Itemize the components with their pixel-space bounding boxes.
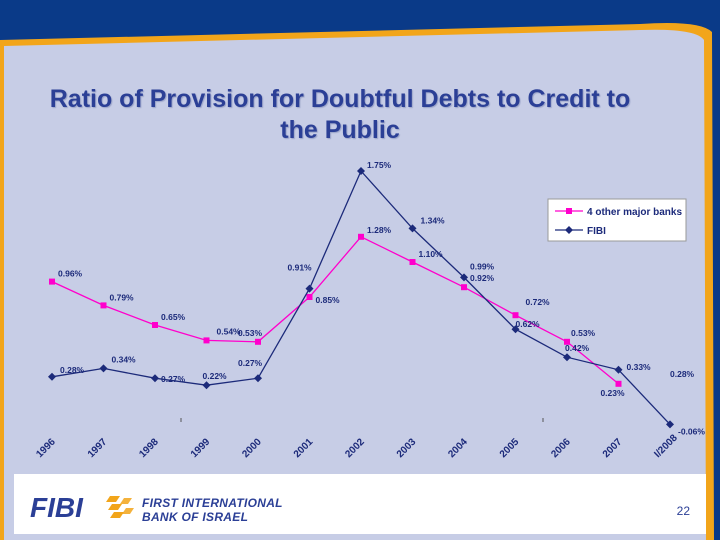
x-tick-label-1996: 1996: [34, 436, 58, 460]
data-label-major-1997: 0.79%: [110, 292, 135, 302]
data-label-fibi-2000: 0.27%: [238, 358, 263, 368]
point-major-2003: [409, 259, 416, 265]
data-label-major-2006: 0.53%: [571, 328, 596, 338]
point-major-1997: [100, 302, 107, 309]
x-tick-label-2007: 2007: [601, 436, 625, 460]
footer-background: [14, 474, 706, 534]
x-tick-label-2005: 2005: [498, 436, 522, 460]
x-tick-label-2003: 2003: [395, 436, 419, 460]
x-tick-label-2002: 2002: [343, 436, 367, 460]
data-label-major-2002: 1.28%: [367, 225, 392, 235]
point-fibi-2000: [254, 374, 262, 383]
slide-background: [4, 29, 706, 540]
point-major-1996: [49, 278, 55, 285]
point-fibi-1996: [48, 372, 56, 381]
legend-box: [547, 198, 687, 242]
x-tick-label-2006: 2006: [549, 436, 573, 460]
x-tick-label-1997: 1997: [86, 436, 110, 460]
logo-icon: [106, 496, 134, 518]
point-major-2004: [461, 284, 467, 291]
logo-name-line2: BANK OF ISRAEL: [142, 510, 249, 524]
point-fibi-2001: [305, 284, 314, 293]
footer: FIBI FIRST INTERNATIONAL BANK OF ISRAEL …: [14, 474, 706, 534]
point-fibi-2006: [563, 353, 571, 362]
legend-marker-fibi: [565, 226, 573, 234]
logo-brand: FIBI: [30, 492, 83, 523]
point-fibi-2002: [357, 167, 365, 175]
point-major-2002: [358, 233, 364, 240]
point-fibi-2003: [408, 224, 417, 233]
data-label-fibi-2004: 0.99%: [470, 261, 495, 271]
point-fibi-I/2008: [666, 420, 674, 429]
data-label-fibi-I/2008: -0.06%: [678, 426, 705, 436]
point-fibi-1997: [99, 364, 108, 373]
legend-label-major: 4 other major banks: [587, 207, 682, 218]
data-label-major-2000: 0.53%: [238, 328, 263, 338]
data-label-major-2007: 0.23%: [600, 388, 625, 398]
logo-name-line1: FIRST INTERNATIONAL: [142, 496, 283, 510]
x-tick-label-2000: 2000: [240, 436, 264, 460]
point-major-2006: [564, 338, 570, 345]
data-label-fibi-2003: 1.34%: [421, 215, 446, 225]
data-label-layer: 0.96%0.79%0.65%0.54%0.53%0.85%1.28%1.10%…: [58, 160, 705, 436]
series-layer: [48, 167, 674, 429]
x-axis-layer: 1996 1997 1998 1999 2000 2001 2002 2003 2004 2005…: [34, 418, 680, 460]
legend-label-fibi: FIBI: [587, 226, 606, 237]
point-fibi-1998: [151, 374, 159, 383]
x-tick-label-2004: 2004: [446, 436, 470, 460]
data-label-fibi-1996: 0.28%: [60, 365, 85, 375]
series-fibi: [48, 167, 674, 429]
point-major-2001: [306, 294, 313, 300]
data-label-fibi-2007: 0.33%: [627, 362, 652, 372]
point-fibi-2007: [614, 365, 623, 374]
data-label-major-I/2008: 0.28%: [670, 369, 695, 379]
page-number: 22: [676, 504, 690, 518]
data-label-major-1998: 0.65%: [161, 312, 186, 322]
point-major-2007: [615, 380, 622, 387]
data-label-major-2003: 1.10%: [419, 249, 444, 259]
chart-title: Ratio of Provision for Doubtful Debts to…: [49, 85, 631, 144]
data-label-fibi-2005: 0.62%: [516, 319, 541, 329]
data-label-major-2001: 0.85%: [316, 295, 341, 305]
x-tick-label-I/2008: I/2008: [652, 432, 680, 460]
x-tick-label-2001: 2001: [292, 436, 316, 460]
data-label-major-1996: 0.96%: [58, 269, 83, 279]
data-label-fibi-2006: 0.42%: [565, 343, 590, 353]
legend-marker-major: [566, 208, 572, 214]
data-label-major-2005: 0.72%: [526, 297, 551, 307]
x-tick-label-1999: 1999: [189, 436, 213, 460]
data-label-major-2004: 0.92%: [470, 273, 495, 283]
data-label-fibi-1997: 0.34%: [112, 354, 137, 364]
series-line-major: [51, 235, 619, 385]
point-fibi-2005: [511, 325, 520, 334]
point-major-1999: [203, 337, 210, 344]
x-tick-label-1998: 1998: [137, 436, 161, 460]
series-major: [49, 233, 622, 387]
data-label-fibi-1998: 0.27%: [161, 374, 186, 384]
legend: 4 other major banks FIBI: [547, 198, 687, 242]
point-major-1998: [152, 322, 158, 328]
data-label-fibi-2001: 0.91%: [288, 263, 313, 273]
data-label-fibi-2002: 1.75%: [367, 160, 392, 170]
point-major-2000: [255, 338, 261, 345]
point-major-2005: [512, 312, 519, 319]
data-label-major-1999: 0.54%: [217, 326, 242, 336]
data-label-fibi-1999: 0.22%: [203, 371, 228, 381]
point-fibi-2004: [460, 273, 468, 282]
point-fibi-1999: [202, 381, 211, 390]
